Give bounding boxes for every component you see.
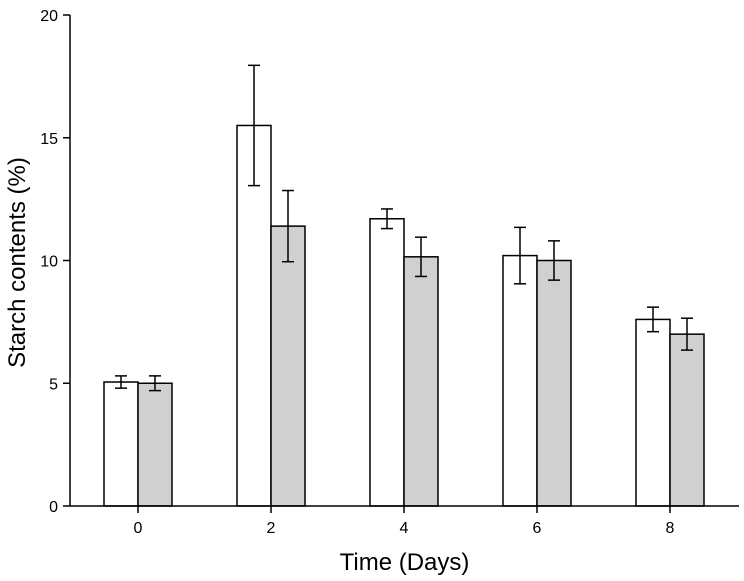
y-tick-label: 5 (49, 376, 58, 393)
bar-series-2-0 (137, 382, 173, 507)
error-bar-series-2-8 (681, 317, 693, 351)
error-bar-series-2-0 (149, 375, 161, 392)
y-tick-label: 0 (49, 499, 58, 516)
x-axis-title: Time (Days) (340, 549, 470, 576)
error-bar-series-2-4 (415, 236, 427, 278)
bar-series-2-2 (270, 225, 306, 507)
error-bar-series-2-6 (548, 240, 560, 281)
y-tick-label: 10 (40, 254, 58, 271)
error-bars-layer (115, 64, 693, 392)
y-ticks: 0 5 10 15 20 (40, 8, 70, 516)
bar-series-2-6 (536, 259, 572, 507)
bar-series-1-2 (236, 124, 272, 507)
error-bar-series-1-6 (514, 226, 526, 285)
x-tick-label: 6 (533, 520, 542, 537)
error-bar-series-1-4 (381, 208, 393, 230)
bar-series-2-4 (403, 256, 439, 507)
bar-series-2-8 (669, 333, 705, 507)
x-tick-label: 4 (400, 520, 409, 537)
bar-series-1-4 (369, 218, 405, 507)
bar-series-1-8 (635, 318, 671, 507)
x-tick-label: 2 (267, 520, 276, 537)
y-axis-title: Starch contents (%) (4, 157, 31, 368)
y-tick-label: 15 (40, 131, 58, 148)
bar-series-1-6 (502, 254, 538, 507)
error-bar-series-2-2 (282, 189, 294, 263)
x-ticks: 0 2 4 6 8 (134, 506, 675, 537)
bar-series-1-0 (103, 381, 139, 507)
error-bar-series-1-0 (115, 375, 127, 389)
x-tick-label: 8 (666, 520, 675, 537)
x-tick-label: 0 (134, 520, 143, 537)
y-tick-label: 20 (40, 8, 58, 25)
bars-layer (103, 124, 705, 507)
error-bar-series-1-8 (647, 306, 659, 333)
error-bar-series-1-2 (248, 64, 260, 187)
